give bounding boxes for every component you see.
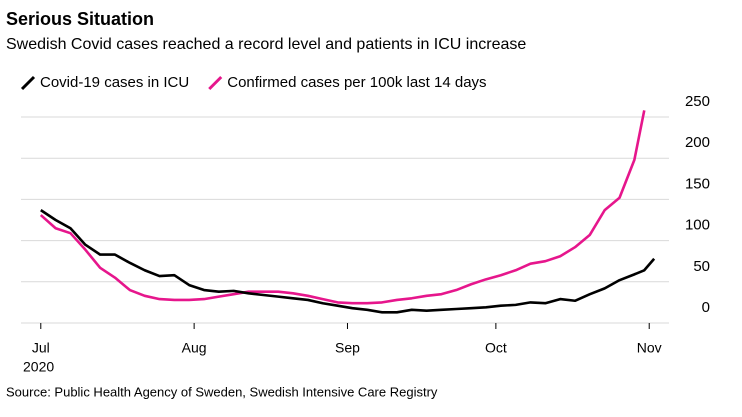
x-tick-label: Jul bbox=[32, 340, 50, 356]
x-tick-label: Aug bbox=[182, 340, 207, 356]
legend-swatch bbox=[20, 75, 36, 91]
line-series bbox=[39, 110, 646, 305]
chart-title: Serious Situation bbox=[6, 9, 154, 29]
y-tick-label: 250 bbox=[685, 93, 710, 110]
legend-swatch bbox=[208, 75, 223, 91]
chart-subtitle: Swedish Covid cases reached a record lev… bbox=[6, 36, 526, 53]
x-tick-label: Sep bbox=[335, 340, 360, 356]
legend-label: Covid-19 cases in ICU bbox=[40, 74, 189, 91]
source: Source: Public Health Agency of Sweden, … bbox=[6, 384, 438, 399]
legend-label: Confirmed cases per 100k last 14 days bbox=[227, 74, 486, 91]
y-tick-label: 150 bbox=[685, 175, 710, 192]
y-tick-label: 50 bbox=[693, 258, 710, 275]
y-tick-label: 0 bbox=[702, 299, 710, 316]
x-year-label: 2020 bbox=[23, 359, 54, 375]
x-tick-label: Oct bbox=[485, 340, 507, 356]
y-tick-label: 200 bbox=[685, 134, 710, 151]
line-series bbox=[40, 209, 656, 314]
y-tick-label: 100 bbox=[685, 217, 710, 234]
x-tick-label: Nov bbox=[637, 340, 662, 356]
